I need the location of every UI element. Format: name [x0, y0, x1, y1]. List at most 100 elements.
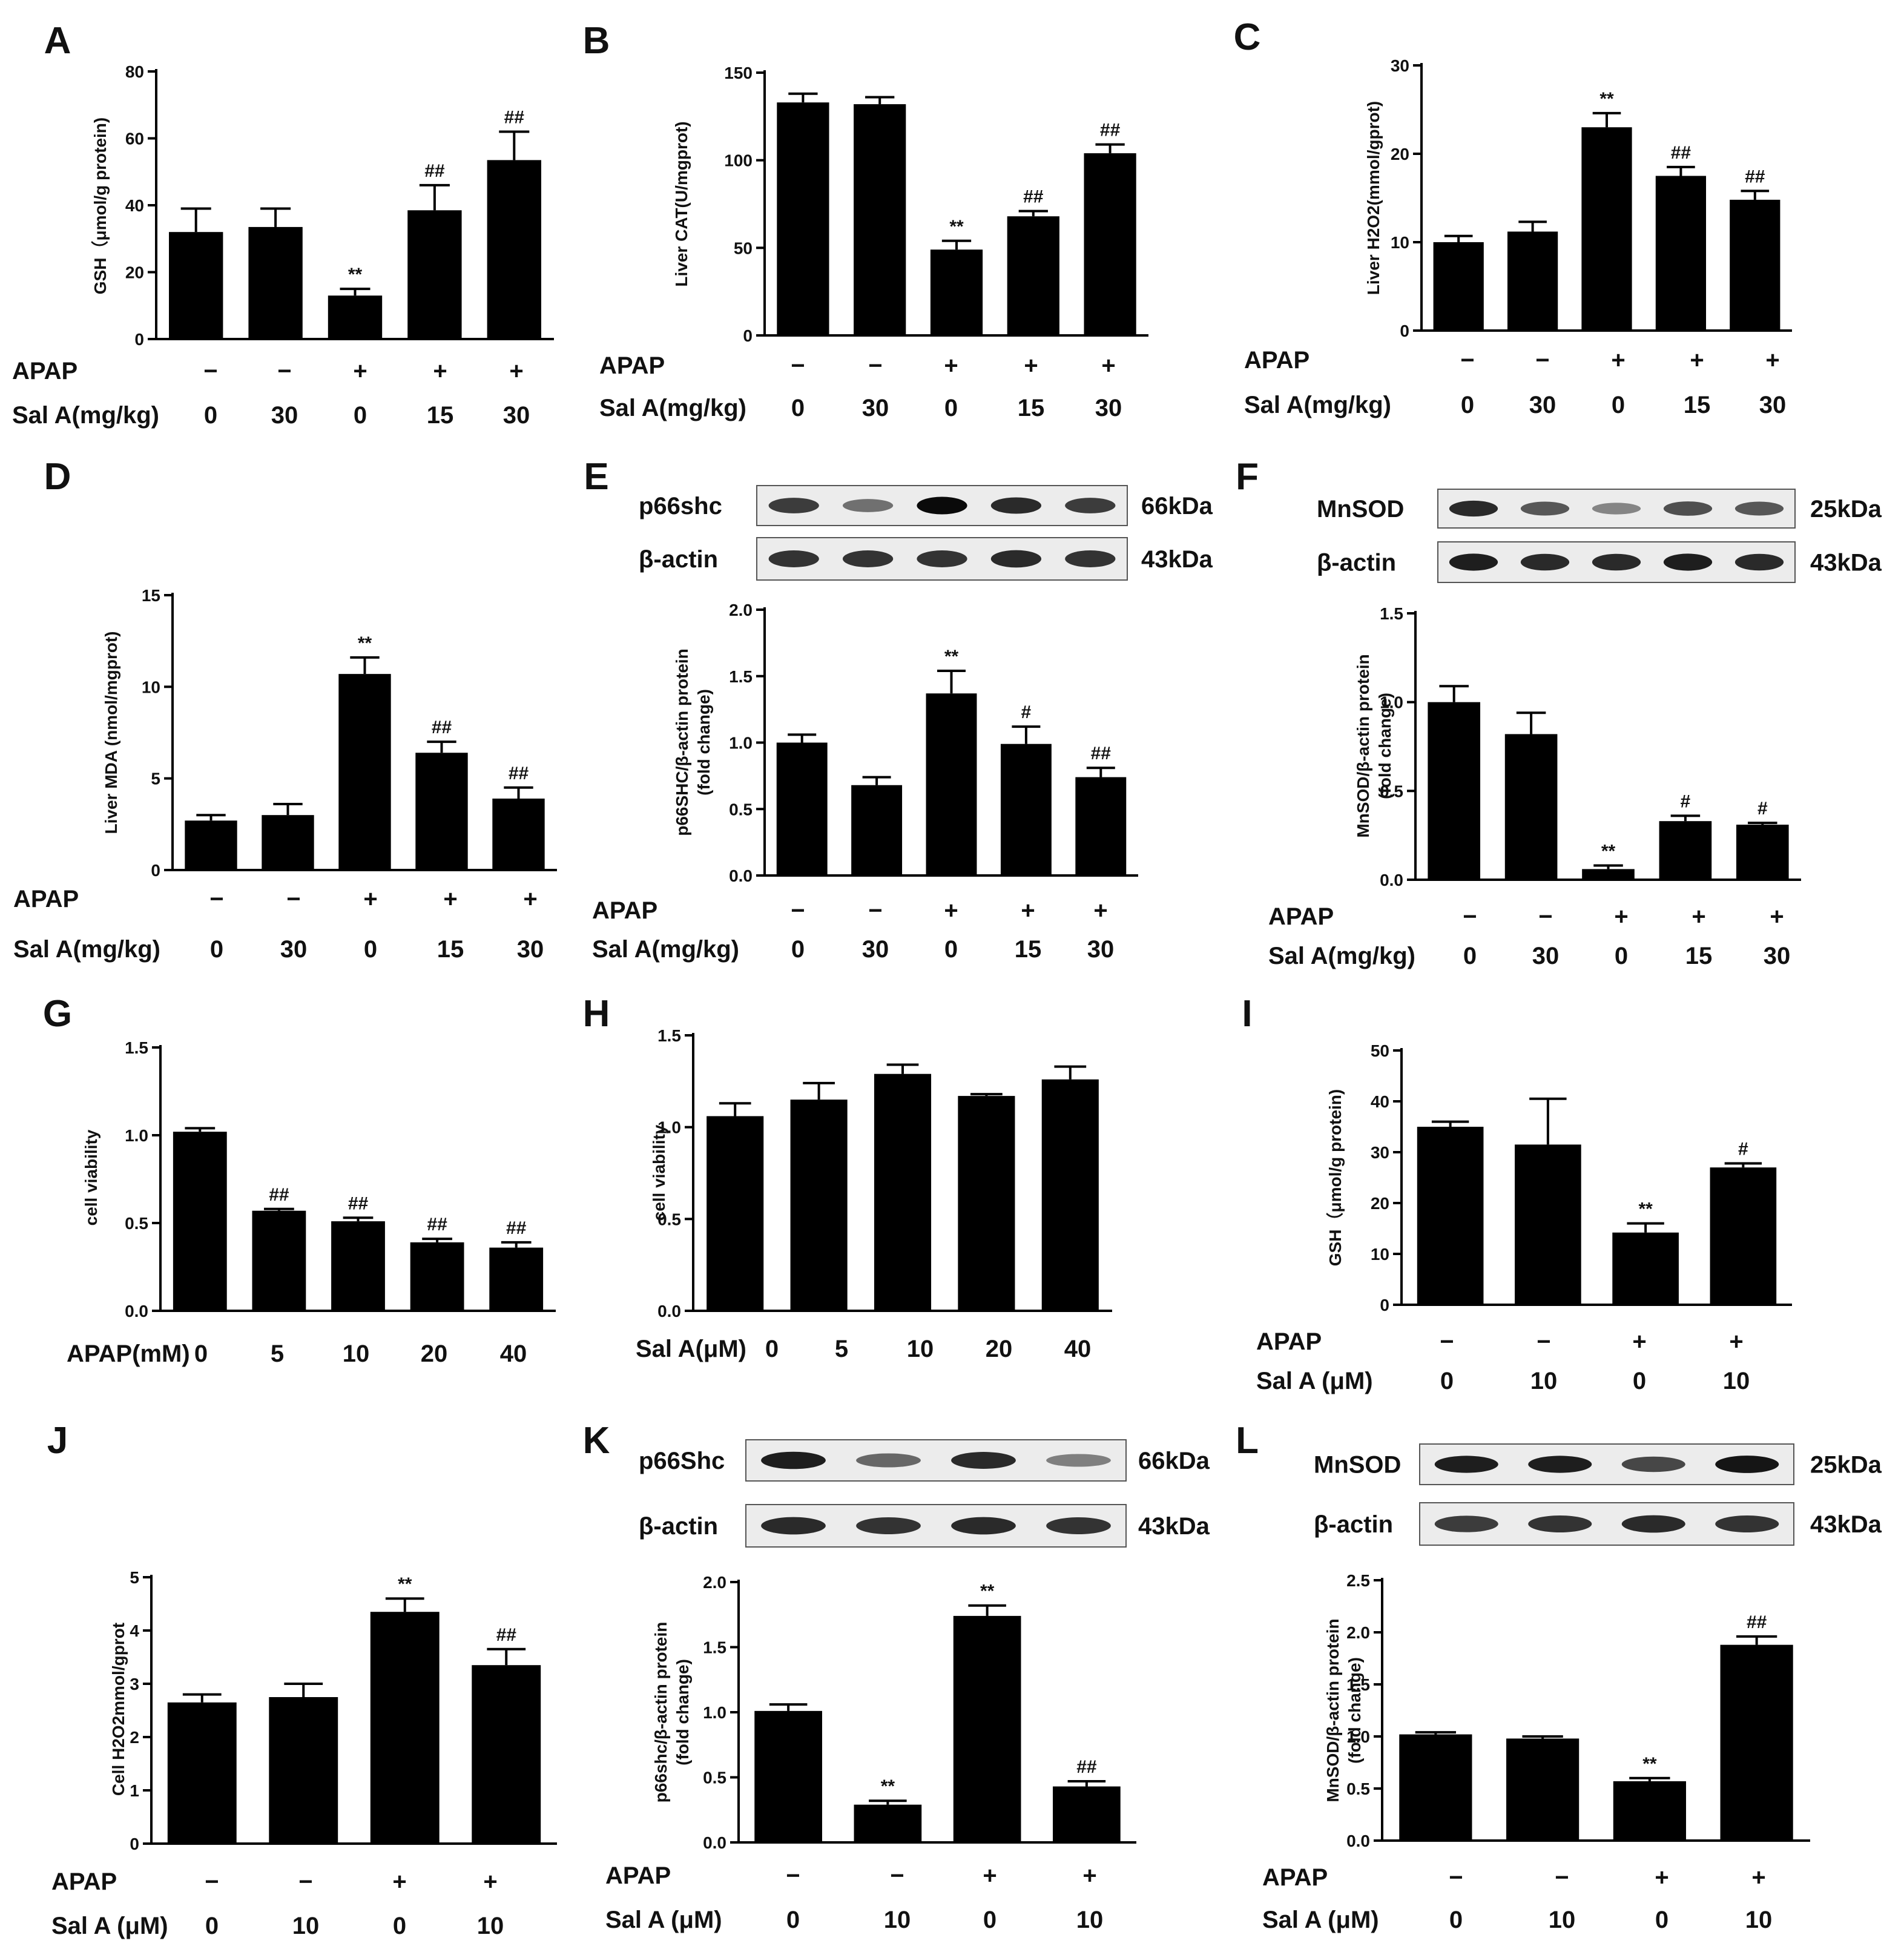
condition-value: 0	[791, 395, 805, 421]
condition-value: 10	[477, 1913, 504, 1939]
bar	[269, 1697, 338, 1844]
condition-value: +	[983, 1862, 996, 1889]
y-tick-label: 0.0	[657, 1302, 681, 1321]
panel-letter: H	[583, 993, 610, 1035]
y-tick-label: 10	[1371, 1245, 1389, 1264]
blot-band	[990, 550, 1042, 568]
condition-value: 0	[983, 1907, 996, 1933]
condition-value: −	[1460, 347, 1474, 374]
panel-E: E 0.0 0.5 1.0 1.5 2.0 p66SHC/β-actin protein (f…	[584, 456, 1213, 963]
bar	[776, 742, 828, 875]
condition-value: −	[890, 1862, 904, 1889]
condition-label: APAP	[1244, 347, 1309, 374]
y-tick-label: 0.5	[125, 1214, 148, 1233]
y-tick-label: 20	[125, 263, 144, 282]
y-tick-label: 0	[151, 861, 160, 880]
blot-band	[1046, 1517, 1111, 1534]
condition-value: 10	[884, 1907, 911, 1933]
y-tick-label: 1.0	[125, 1126, 148, 1145]
y-tick-label: 2.0	[1346, 1623, 1370, 1642]
blot-band	[1520, 553, 1570, 571]
significance-marker: #	[1681, 791, 1691, 811]
condition-label: Sal A (μM)	[1262, 1907, 1379, 1933]
blot-band	[761, 1451, 826, 1469]
y-tick-label: 1.5	[1346, 1675, 1370, 1694]
panel-letter: F	[1236, 456, 1259, 498]
significance-marker: ##	[1100, 120, 1121, 140]
blot-strip: p66Shc 66kDa	[639, 1439, 1210, 1482]
blot-strip: β-actin 43kDa	[1317, 541, 1882, 583]
y-tick-label: 1.0	[729, 734, 753, 753]
condition-value: +	[523, 886, 537, 912]
condition-value: +	[1611, 347, 1625, 374]
y-tick-label: 4	[130, 1621, 139, 1640]
bar	[1613, 1781, 1686, 1841]
y-tick-label: 2.0	[703, 1573, 726, 1592]
bar	[1720, 1644, 1793, 1841]
significance-marker: **	[881, 1776, 895, 1796]
bar	[707, 1116, 764, 1311]
bar	[1053, 1786, 1121, 1842]
condition-value: 30	[1087, 936, 1115, 963]
bar	[1504, 734, 1558, 880]
blot-band	[1621, 1456, 1685, 1472]
bar	[252, 1210, 306, 1311]
bar	[173, 1132, 227, 1311]
y-axis-label: cell viability	[650, 1124, 668, 1221]
condition-value: −	[1537, 1328, 1550, 1355]
condition-label: Sal A (μM)	[605, 1907, 722, 1933]
condition-label: APAP	[13, 886, 79, 912]
condition-value: 0	[354, 402, 367, 429]
significance-marker: **	[348, 265, 363, 285]
condition-label: APAP	[51, 1868, 117, 1895]
condition-value: +	[1770, 903, 1784, 930]
bar	[1417, 1127, 1484, 1305]
blot-band	[1520, 501, 1570, 516]
condition-value: −	[277, 358, 291, 384]
bar	[1582, 869, 1635, 880]
y-tick-label: 150	[724, 64, 753, 82]
y-tick-label: 0	[743, 326, 753, 345]
condition-value: +	[1021, 897, 1035, 924]
bar	[338, 674, 391, 870]
bar	[1000, 744, 1052, 875]
significance-marker: ##	[427, 1215, 447, 1235]
y-tick-label: 20	[1391, 145, 1409, 163]
significance-marker: **	[1601, 842, 1616, 862]
y-tick-label: 30	[1391, 56, 1409, 75]
y-tick-label: 0.0	[1346, 1832, 1370, 1850]
y-tick-label: 10	[142, 678, 160, 696]
significance-marker: **	[358, 633, 372, 653]
blot-band	[1592, 553, 1641, 571]
y-tick-label: 60	[125, 130, 144, 148]
condition-value: +	[443, 886, 457, 912]
blot-band	[1715, 1515, 1779, 1532]
bar	[407, 210, 462, 339]
blot-kda-label: 66kDa	[1138, 1448, 1210, 1474]
blot-band	[951, 1452, 1016, 1469]
bar	[1506, 1738, 1580, 1841]
condition-label: APAP	[605, 1862, 671, 1889]
significance-marker: **	[949, 217, 964, 237]
condition-value: +	[509, 358, 523, 384]
blot-band	[1449, 500, 1498, 517]
significance-marker: ##	[432, 717, 452, 737]
y-tick-label: 5	[151, 770, 160, 788]
blot-band	[1663, 501, 1713, 516]
condition-value: +	[353, 358, 367, 384]
condition-label: Sal A(mg/kg)	[12, 402, 159, 429]
y-tick-label: 1	[130, 1781, 139, 1800]
panel-letter: A	[44, 20, 71, 62]
condition-value: +	[1729, 1328, 1743, 1355]
condition-value: +	[363, 886, 377, 912]
panel-F: F 0.0 0.5 1.0 1.5 MnSOD/β-actin protein (fold …	[1236, 456, 1882, 969]
significance-marker: **	[944, 647, 959, 667]
blot-kda-label: 66kDa	[1141, 493, 1213, 519]
blot-protein-label: β-actin	[1317, 550, 1396, 576]
condition-value: 0	[1633, 1368, 1646, 1394]
condition-value: 40	[1064, 1336, 1092, 1362]
bar	[926, 693, 977, 875]
condition-value: +	[1692, 903, 1705, 930]
blot-band	[842, 550, 894, 567]
